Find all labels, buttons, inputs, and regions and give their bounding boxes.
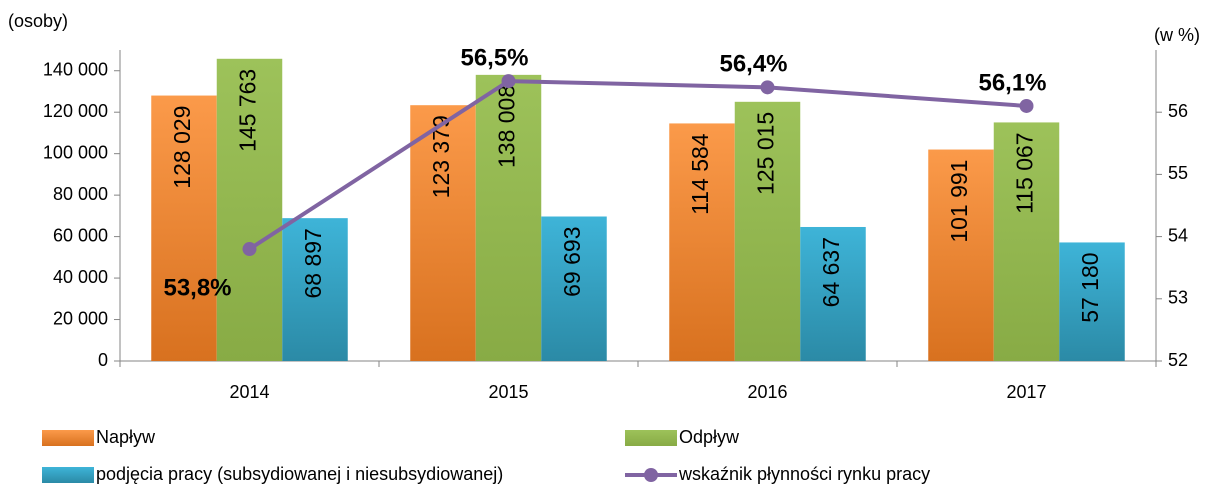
bar-value-label: 125 015 [753,112,779,195]
y2-tick-label: 52 [1168,350,1188,370]
y-tick-label: 100 000 [43,142,108,162]
bar-value-label: 123 379 [428,115,454,198]
legend-label: podjęcia pracy (subsydiowanej i niesubsy… [96,464,503,484]
bar [151,95,217,361]
bar-value-label: 57 180 [1077,252,1103,322]
bar [541,216,607,361]
bar-value-label: 101 991 [946,160,972,243]
legend-swatch [625,430,677,446]
bar [734,101,801,361]
y2-tick-label: 53 [1168,288,1188,308]
bar-value-label: 68 897 [300,228,326,298]
line-value-label: 56,1% [978,69,1046,96]
line-value-label: 56,5% [460,44,528,71]
y2-axis-label: (w %) [1154,25,1200,45]
line-point [760,80,775,95]
bar [800,226,866,361]
bar [993,122,1060,361]
bar [282,218,348,361]
legend-label: Napływ [96,427,156,447]
line-value-label: 53,8% [163,274,231,301]
y2-tick-label: 55 [1168,163,1188,183]
line-value-label: 56,4% [719,51,787,78]
bar [1059,242,1125,361]
bar-value-label: 114 584 [687,133,713,215]
y-tick-label: 140 000 [43,59,108,79]
line-point [501,74,516,89]
line-point [242,242,257,257]
y-tick-label: 20 000 [53,308,108,328]
bar-value-label: 64 637 [818,237,844,307]
legend-label: wskaźnik płynności rynku pracy [678,464,930,484]
line [248,79,1027,251]
bar-value-label: 145 763 [235,69,261,152]
x-tick-label: 2017 [1006,382,1046,402]
bar [669,123,735,362]
x-tick-label: 2014 [229,382,269,402]
y-tick-label: 80 000 [53,184,108,204]
y-tick-label: 120 000 [43,101,108,121]
line-point [1019,98,1034,113]
legend-swatch [42,467,94,483]
y2-tick-label: 54 [1168,225,1188,245]
bar-value-label: 115 067 [1012,132,1038,213]
x-tick-label: 2015 [488,382,528,402]
bar [410,105,476,361]
legend-swatch-marker [644,468,658,482]
bar [216,58,283,361]
y2-tick-label: 56 [1168,101,1188,121]
bar-value-label: 69 693 [559,227,585,297]
bar [928,149,994,361]
y-tick-label: 40 000 [53,267,108,287]
legend-swatch [42,430,94,446]
legend-label: Odpływ [679,427,740,447]
bar [475,74,542,362]
y-axis-label: (osoby) [8,11,68,31]
y-tick-label: 60 000 [53,225,108,245]
x-tick-label: 2016 [747,382,787,402]
bar-value-label: 138 008 [494,85,520,168]
bar-value-label: 128 029 [169,106,195,189]
y-tick-label: 0 [98,350,108,370]
